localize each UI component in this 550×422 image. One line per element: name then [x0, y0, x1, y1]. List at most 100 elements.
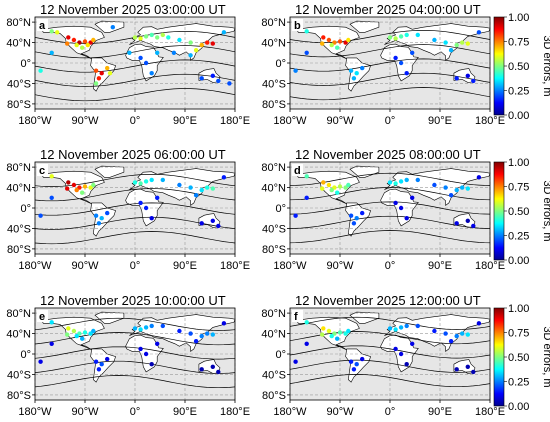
y-tick-label: 40°S — [7, 369, 31, 381]
station-point — [216, 223, 221, 229]
y-tick-label: 80°N — [261, 308, 286, 320]
station-point — [346, 328, 351, 334]
x-tick-label: 90°E — [428, 260, 452, 272]
station-point — [326, 37, 332, 43]
station-point — [149, 177, 154, 183]
panel-title: 12 November 2025 10:00:00 UT — [40, 293, 226, 308]
station-point — [393, 346, 398, 352]
station-point — [177, 328, 182, 334]
x-tick-label: 180°E — [220, 406, 250, 418]
station-point — [199, 76, 204, 81]
contour-line — [34, 231, 236, 245]
station-point — [210, 41, 215, 46]
station-point — [465, 364, 470, 369]
station-point — [221, 175, 227, 180]
station-point — [404, 216, 409, 221]
contour-line — [34, 88, 236, 102]
station-point — [304, 174, 309, 179]
station-point — [65, 186, 70, 191]
contour-line — [34, 188, 236, 202]
colorbar-tick-label: 1.00 — [508, 12, 529, 24]
station-point — [415, 177, 420, 183]
panel-letter: d — [294, 165, 301, 177]
station-point — [210, 364, 215, 369]
station-points — [293, 174, 482, 229]
station-point — [404, 177, 409, 183]
station-point — [143, 351, 149, 357]
station-point — [448, 193, 454, 198]
y-tick-label: 80°N — [6, 308, 31, 320]
map-panel-b: 12 November 2025 04:00:00 UT b 180°W 90°W 0°… — [261, 2, 505, 127]
station-point — [149, 323, 154, 329]
x-tick-label: 0° — [130, 406, 141, 418]
station-point — [398, 179, 404, 184]
x-tick-label: 90°E — [173, 406, 197, 418]
station-point — [465, 186, 470, 191]
station-point — [171, 50, 177, 55]
station-point — [415, 323, 420, 329]
station-point — [393, 200, 398, 206]
station-point — [105, 210, 110, 216]
station-point — [410, 341, 415, 346]
station-point — [138, 200, 143, 206]
station-point — [38, 359, 43, 364]
contour-line — [34, 202, 236, 216]
station-point — [337, 39, 343, 44]
colorbar-tick-label: 0.00 — [508, 255, 529, 267]
station-point — [166, 35, 171, 40]
station-point — [360, 210, 365, 216]
continent-outline — [94, 311, 125, 324]
y-tick-label: 80°S — [7, 99, 31, 111]
station-point — [304, 195, 309, 200]
y-tick-label: 40°N — [6, 329, 31, 341]
continent-outline — [453, 213, 476, 228]
x-tick-label: 180°W — [273, 406, 307, 418]
station-point — [160, 177, 165, 183]
continent-outline — [384, 23, 491, 62]
colorbar: 1.00 0.75 0.50 0.25 0.00 3D errors, m — [493, 157, 550, 267]
contour-line — [289, 316, 491, 330]
panel-letter: e — [39, 311, 45, 323]
contour-lines — [289, 316, 491, 388]
x-tick-label: 90°E — [173, 115, 197, 127]
station-point — [346, 37, 351, 43]
station-points — [293, 29, 482, 84]
x-tick-label: 180°E — [220, 115, 250, 127]
station-point — [354, 362, 359, 367]
station-point — [393, 327, 398, 332]
station-point — [82, 39, 88, 44]
station-point — [360, 65, 365, 71]
station-point — [199, 42, 204, 48]
station-point — [410, 50, 415, 55]
station-point — [432, 182, 437, 188]
station-point — [160, 323, 165, 329]
x-tick-label: 90°W — [71, 406, 99, 418]
x-tick-label: 180°E — [220, 260, 250, 272]
contour-line — [289, 44, 491, 58]
station-point — [188, 40, 193, 45]
colorbar-tick-label: 0.75 — [508, 328, 529, 340]
station-point — [193, 48, 199, 53]
station-point — [393, 181, 398, 186]
station-point — [326, 182, 332, 188]
station-point — [199, 221, 204, 226]
station-point — [360, 356, 365, 362]
station-point — [149, 32, 154, 38]
y-tick-label: 40°S — [7, 78, 31, 90]
station-point — [188, 185, 193, 190]
contour-line — [289, 359, 491, 373]
station-point — [132, 180, 138, 185]
station-point — [460, 40, 465, 45]
colorbars: 1.00 0.75 0.50 0.25 0.00 3D errors, m 1.00 0.75… — [493, 12, 550, 413]
contour-line — [34, 332, 236, 346]
station-point — [443, 331, 448, 336]
station-point — [351, 221, 357, 226]
station-point — [80, 45, 85, 50]
station-point — [348, 68, 354, 73]
station-point — [96, 367, 102, 372]
map-panel-f: 12 November 2025 12:00:00 UT f 180°W 90°W 0°… — [261, 293, 505, 418]
station-point — [82, 330, 88, 335]
y-tick-label: 0° — [275, 349, 286, 361]
y-tick-label: 80°N — [6, 162, 31, 174]
